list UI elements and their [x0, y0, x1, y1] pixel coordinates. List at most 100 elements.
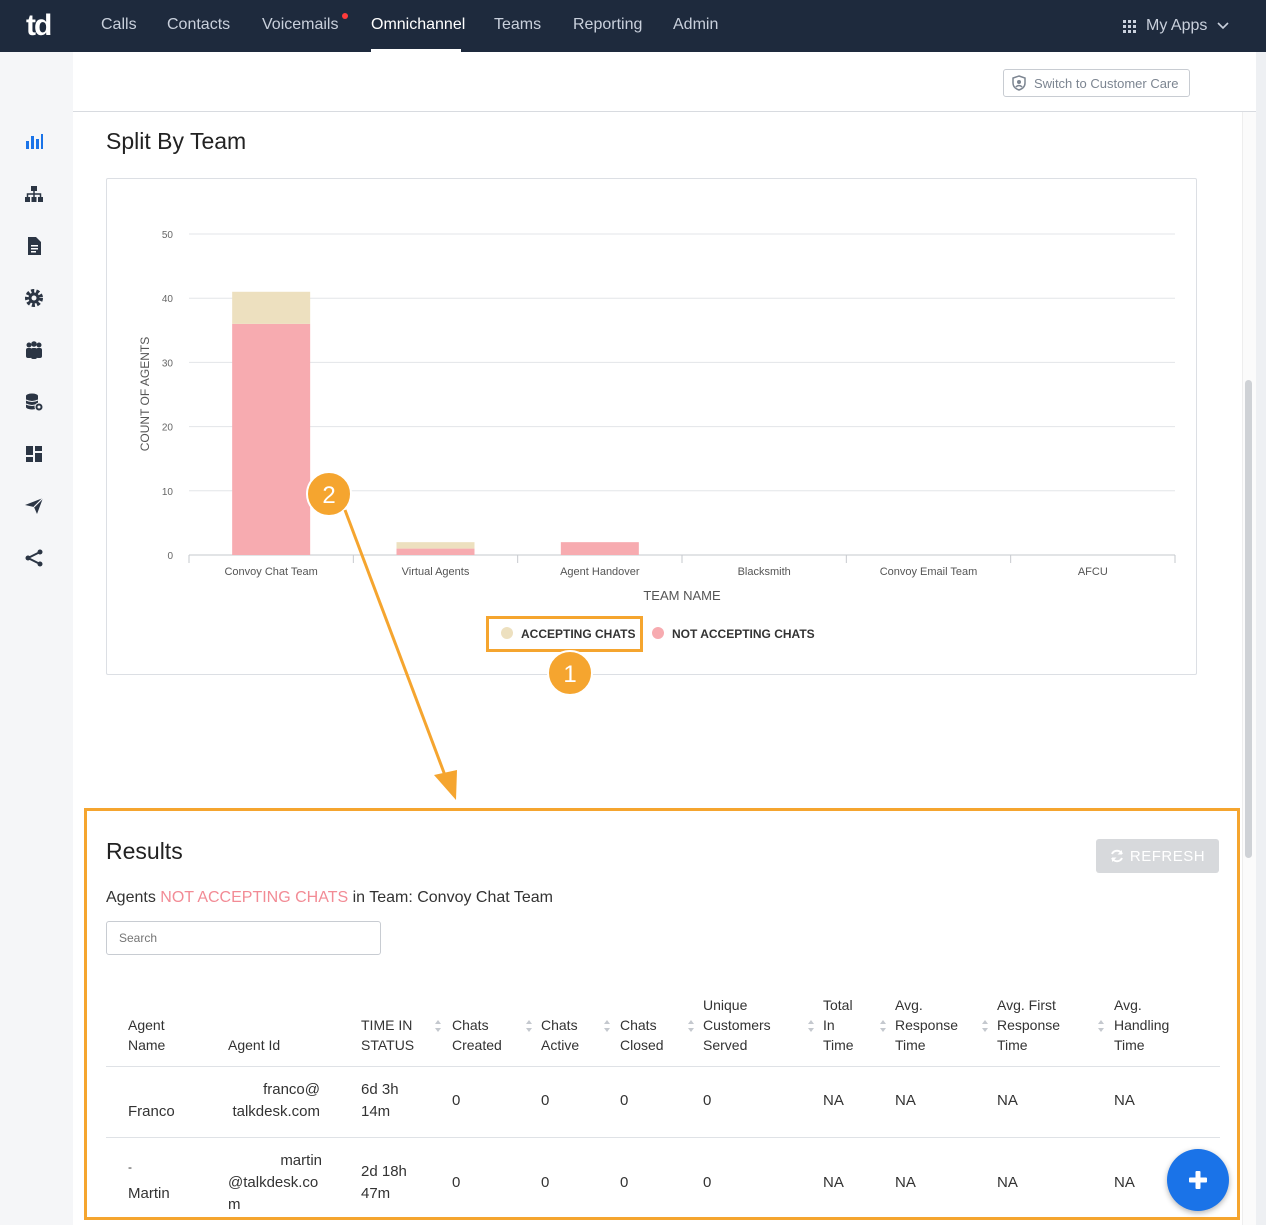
agent-name: Martin — [128, 1185, 170, 1202]
column-header[interactable]: TIME IN STATUS — [361, 1017, 415, 1053]
apps-grid-icon — [1123, 19, 1136, 33]
top-navigation: td Calls Contacts Voicemails Omnichannel… — [0, 0, 1266, 52]
results-title: Results — [106, 838, 183, 864]
table-header-divider — [106, 1066, 1220, 1067]
y-axis-label: COUNT OF AGENTS — [138, 337, 152, 451]
dashboard-icon[interactable] — [24, 444, 44, 464]
nav-voicemails[interactable]: Voicemails — [262, 16, 339, 33]
nav-contacts[interactable]: Contacts — [167, 16, 231, 33]
legend-label-accepting-chats[interactable]: ACCEPTING CHATS — [521, 627, 635, 641]
x-tick-label: Agent Handover — [560, 566, 640, 578]
y-tick-label: 50 — [162, 230, 174, 241]
column-header[interactable]: Avg. First Response Time — [997, 997, 1061, 1053]
x-tick-label: Blacksmith — [738, 566, 791, 578]
column-header[interactable]: Chats Created — [452, 1017, 502, 1053]
column-header[interactable]: Avg. Response Time — [895, 997, 959, 1053]
step-badge-1: 1 — [547, 650, 593, 696]
bar-chart-icon[interactable] — [24, 132, 44, 152]
sort-icon[interactable] — [879, 1019, 887, 1033]
row-value: NA — [997, 1092, 1018, 1109]
bar-2-not-accepting-chats — [560, 542, 639, 555]
bar-0-not-accepting-chats — [232, 323, 311, 555]
column-header[interactable]: Agent Id — [228, 1037, 281, 1053]
nav-reporting[interactable]: Reporting — [573, 16, 643, 33]
table-row-divider — [106, 1137, 1220, 1138]
plus-icon — [1189, 1171, 1207, 1189]
x-tick-label: Convoy Chat Team — [224, 566, 317, 578]
y-tick-label: 20 — [162, 423, 174, 434]
agent-name: Franco — [128, 1103, 175, 1120]
row-value: NA — [895, 1092, 916, 1109]
legend-marker-accepting-chats — [501, 627, 513, 639]
column-header[interactable]: Agent Name — [128, 1017, 166, 1053]
header-divider — [73, 111, 1256, 112]
add-fab-button[interactable] — [1167, 1149, 1229, 1211]
page-edge — [1256, 52, 1266, 1225]
agent-id: franco@ talkdesk.com — [232, 1081, 320, 1120]
row-value: 0 — [620, 1092, 629, 1109]
people-icon[interactable] — [24, 340, 44, 360]
left-sidebar — [0, 52, 73, 1225]
sort-icon[interactable] — [687, 1019, 695, 1033]
subtitle-suffix: in Team: Convoy Chat Team — [352, 889, 553, 906]
row-value: NA — [823, 1092, 844, 1109]
sort-icon[interactable] — [434, 1019, 442, 1033]
chart-svg: 0 10 20 30 40 50 Convoy Chat Team Virtual Agent… — [138, 230, 1176, 641]
sort-icon[interactable] — [603, 1019, 611, 1033]
database-gear-icon[interactable] — [24, 392, 44, 412]
step-badge-2: 2 — [306, 471, 352, 517]
nav-omnichannel[interactable]: Omnichannel — [371, 16, 466, 33]
scrollbar-thumb[interactable] — [1245, 380, 1252, 858]
row-value: NA — [1114, 1092, 1135, 1109]
search-input[interactable] — [106, 921, 381, 955]
column-header[interactable]: Unique Customers Served — [703, 997, 771, 1053]
bar-1-accepting-chats — [396, 542, 475, 549]
talkdesk-logo[interactable]: td — [26, 9, 52, 42]
notification-dot — [342, 13, 348, 19]
sort-icon[interactable] — [981, 1019, 989, 1033]
org-chart-icon[interactable] — [24, 184, 44, 204]
column-header[interactable]: Total In Time — [823, 997, 854, 1053]
sort-icon[interactable] — [807, 1019, 815, 1033]
results-highlight-box — [84, 808, 1240, 1220]
sort-icon[interactable] — [1097, 1019, 1105, 1033]
legend-highlight-box — [486, 616, 643, 652]
row-value: NA — [1114, 1174, 1135, 1191]
legend-label-not-accepting-chats[interactable]: NOT ACCEPTING CHATS — [672, 627, 815, 641]
column-header[interactable]: Avg. Handling Time — [1114, 997, 1170, 1053]
row-value: 0 — [620, 1174, 629, 1191]
legend-marker-not-accepting-chats — [652, 627, 664, 639]
subtitle-status: NOT ACCEPTING CHATS — [160, 889, 349, 906]
subtitle-prefix: Agents — [106, 889, 156, 906]
x-tick-label: Virtual Agents — [402, 566, 470, 578]
bar-0-accepting-chats — [232, 291, 311, 324]
row-value: NA — [895, 1174, 916, 1191]
document-icon[interactable] — [24, 236, 44, 256]
row-value: 0 — [452, 1092, 461, 1109]
column-header[interactable]: Chats Closed — [620, 1017, 664, 1053]
x-axis-label: TEAM NAME — [643, 588, 721, 603]
row-value: NA — [997, 1174, 1018, 1191]
gear-icon[interactable] — [24, 288, 44, 308]
row-value: 0 — [452, 1174, 461, 1191]
share-icon[interactable] — [24, 548, 44, 568]
nav-calls[interactable]: Calls — [101, 16, 137, 33]
chevron-down-icon — [1217, 22, 1229, 30]
split-by-team-chart: 0 10 20 30 40 50 Convoy Chat Team Virtual Agent… — [106, 178, 1197, 675]
nav-teams[interactable]: Teams — [494, 16, 542, 33]
switch-to-customer-care-button[interactable]: Switch to Customer Care — [1003, 69, 1190, 97]
y-tick-label: 40 — [162, 294, 174, 305]
send-icon[interactable] — [24, 496, 44, 516]
refresh-icon — [1110, 849, 1123, 863]
row-value: 0 — [541, 1174, 550, 1191]
column-header[interactable]: Chats Active — [541, 1017, 580, 1053]
x-tick-label: AFCU — [1078, 566, 1108, 578]
row-value: NA — [823, 1174, 844, 1191]
shield-user-icon — [1012, 75, 1026, 91]
refresh-button[interactable]: REFRESH — [1096, 839, 1219, 873]
my-apps-menu[interactable]: My Apps — [1123, 0, 1229, 52]
nav-admin[interactable]: Admin — [673, 16, 719, 33]
time-in-status: 2d 18h 47m — [361, 1163, 407, 1202]
results-subtitle: Agents NOT ACCEPTING CHATS in Team: Conv… — [106, 889, 553, 907]
sort-icon[interactable] — [525, 1019, 533, 1033]
